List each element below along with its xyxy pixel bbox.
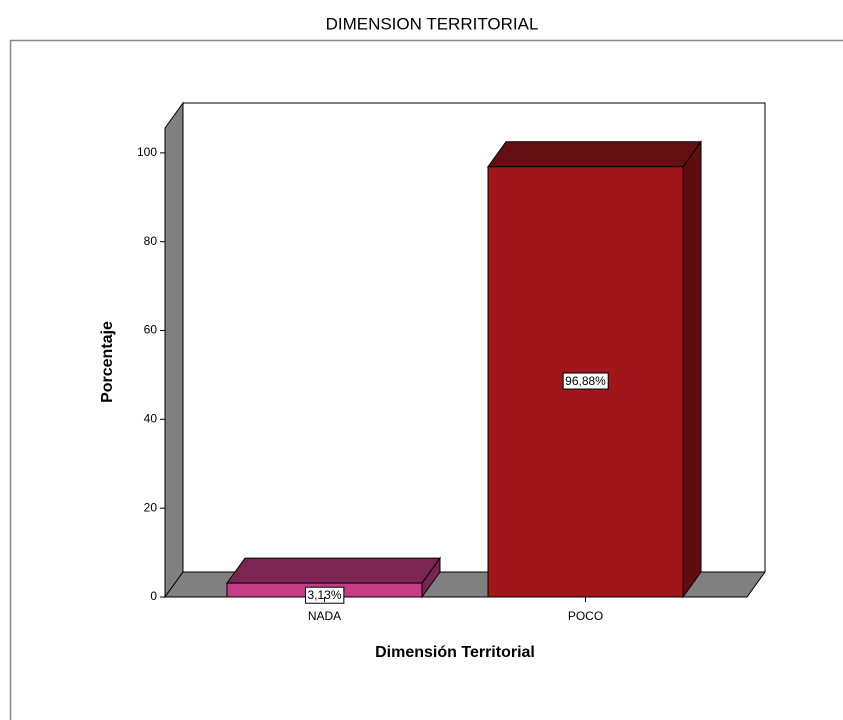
value-label: 96,88% (565, 374, 606, 388)
y-tick-label: 60 (144, 323, 158, 337)
bar-side (682, 140, 702, 599)
value-label-box (304, 586, 345, 604)
x-axis-title: Dimensión Territorial (375, 644, 535, 661)
x-tick-label: POCO (568, 609, 603, 623)
bar-top (226, 557, 441, 584)
value-label: 3,13% (307, 588, 341, 602)
x-tick-label: NADA (308, 609, 341, 623)
y-tick-label: 80 (144, 234, 158, 248)
y-tick-label: 100 (137, 145, 157, 159)
y-tick-label: 40 (144, 412, 158, 426)
bar-top (487, 141, 702, 168)
left-wall (164, 101, 184, 599)
value-label-box (562, 372, 609, 390)
frame (9, 39, 843, 720)
chart-title: DIMENSION TERRITORIAL (326, 14, 539, 33)
y-tick-label: 0 (150, 589, 157, 603)
y-tick-label: 20 (144, 500, 158, 514)
y-axis-title: Porcentaje (99, 321, 116, 403)
